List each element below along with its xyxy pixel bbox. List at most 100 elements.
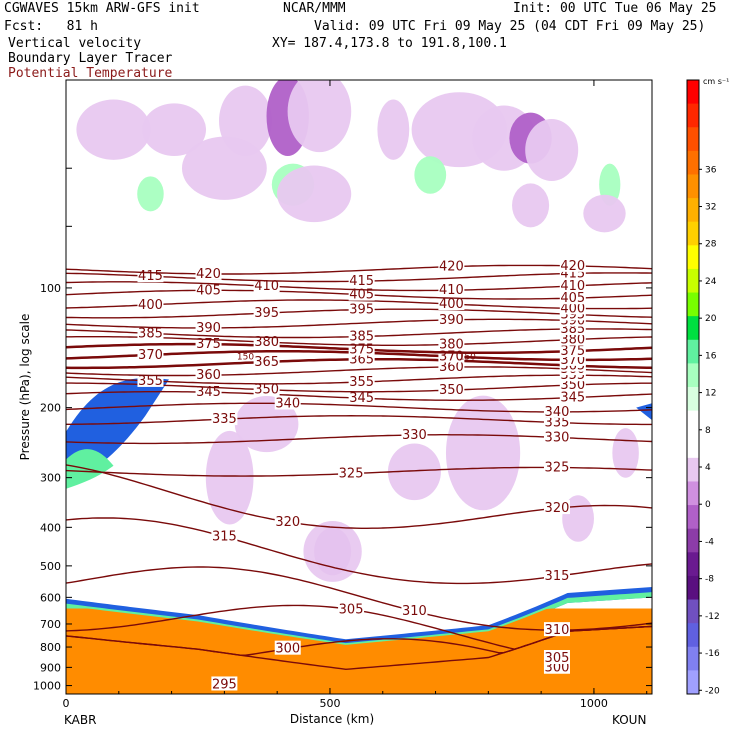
theta-label-bg	[137, 372, 164, 387]
theta-label: 395	[254, 306, 279, 321]
theta-label-bg	[137, 325, 164, 340]
colorbar-swatch	[687, 316, 699, 341]
colorbar-swatch	[687, 387, 699, 412]
theta-label-bg	[137, 268, 164, 283]
theta-label: 395	[349, 303, 374, 318]
theta-label: 420	[560, 259, 585, 274]
colorbar-swatch	[687, 434, 699, 459]
colorbar-swatch	[687, 599, 699, 624]
theta-label: 405	[560, 291, 585, 306]
x-tick-label: 500	[319, 697, 340, 710]
theta-label: 385	[349, 330, 374, 345]
theta-label: 345	[196, 385, 221, 400]
velocity-region	[583, 194, 626, 233]
cross-section-endpoints: XY= 187.4,173.8 to 191.8,100.1	[272, 36, 507, 51]
theta-label: 350	[560, 378, 585, 393]
theta-label: 310	[545, 623, 570, 638]
colorbar-label: 20	[705, 314, 717, 324]
colorbar-swatch	[687, 623, 699, 648]
velocity-region	[387, 443, 441, 501]
colorbar-swatch	[687, 575, 699, 601]
colorbar-swatch	[687, 127, 699, 152]
theta-label: 355	[349, 375, 374, 390]
velocity-region	[181, 136, 267, 200]
theta-label: 345	[560, 391, 585, 406]
colorbar-swatch	[687, 505, 699, 530]
theta-label: 350	[439, 383, 464, 398]
updraft-region	[636, 403, 652, 421]
velocity-region	[512, 183, 550, 228]
right-endpoint-label: KOUN	[612, 713, 646, 727]
theta-label-bg	[438, 258, 465, 273]
theta-label: 420	[196, 267, 221, 282]
theta-label: 325	[339, 467, 364, 482]
y-tick-label: 200	[40, 402, 61, 415]
x-tick-label: 1000	[580, 697, 608, 710]
theta-label: 390	[196, 321, 221, 336]
theta-label: 305	[339, 603, 364, 618]
theta-label-bg	[559, 290, 586, 305]
theta-label: 315	[545, 569, 570, 584]
theta-label-bg	[338, 601, 365, 616]
colorbar-swatch	[687, 363, 699, 388]
trop-label: 150	[459, 353, 476, 363]
field-boundary-layer-tracer: Boundary Layer Tracer	[8, 51, 173, 66]
y-tick-label: 300	[40, 472, 61, 485]
theta-label-bg	[348, 373, 375, 388]
theta-label: 330	[545, 430, 570, 445]
theta-label: 415	[349, 274, 374, 289]
colorbar-label: 28	[705, 240, 717, 250]
boundary-layer-mid	[66, 592, 652, 648]
theta-label-bg	[559, 331, 586, 346]
theta-label-bg	[274, 395, 301, 410]
colorbar-swatch	[687, 198, 699, 223]
theta-label: 410	[254, 279, 279, 294]
theta-label: 380	[560, 333, 585, 348]
colorbar-label: 24	[705, 277, 717, 287]
theta-label: 365	[254, 355, 279, 370]
init-time: Init: 00 UTC Tue 06 May 25	[513, 1, 717, 16]
theta-label: 390	[439, 313, 464, 328]
colorbar-label: 8	[705, 426, 711, 436]
y-tick-label: 100	[40, 282, 61, 295]
theta-label-bg	[559, 343, 586, 358]
colorbar-label: -20	[705, 686, 720, 696]
terrain-fill	[66, 608, 652, 694]
theta-label-bg	[438, 311, 465, 326]
theta-contour	[66, 264, 652, 275]
theta-label-bg	[543, 500, 570, 515]
theta-label: 320	[275, 515, 300, 530]
theta-label-bg	[438, 282, 465, 297]
theta-label: 320	[545, 501, 570, 516]
theta-label: 300	[275, 642, 300, 657]
theta-label: 310	[402, 604, 427, 619]
velocity-region	[525, 119, 579, 181]
theta-label-bg	[438, 296, 465, 311]
theta-label: 355	[138, 374, 163, 389]
colorbar-label: 12	[705, 389, 716, 399]
theta-label-bg	[253, 353, 280, 368]
theta-contour	[66, 382, 652, 393]
colorbar-swatch	[687, 292, 699, 317]
theta-label: 415	[138, 269, 163, 284]
potential-temperature-contours: 2952953003003053053103103153153203203253…	[66, 257, 652, 692]
theta-label-bg	[559, 277, 586, 292]
colorbar-swatch	[687, 481, 699, 506]
colorbar-swatch	[687, 670, 699, 695]
theta-label: 375	[560, 344, 585, 359]
colorbar-swatch	[687, 552, 699, 577]
theta-label-bg	[543, 414, 570, 429]
colorbar-label: 0	[705, 500, 711, 510]
velocity-region	[445, 395, 521, 511]
theta-label: 325	[545, 460, 570, 475]
theta-label-bg	[401, 603, 428, 618]
field-potential-temperature: Potential Temperature	[8, 66, 173, 81]
theta-label-bg	[137, 346, 164, 361]
velocity-region	[137, 176, 164, 212]
velocity-region	[303, 521, 362, 582]
colorbar-swatch	[687, 221, 699, 246]
theta-label-bg	[348, 328, 375, 343]
theta-contour	[66, 318, 652, 329]
colorbar-swatch	[687, 174, 699, 199]
theta-label: 380	[254, 335, 279, 350]
